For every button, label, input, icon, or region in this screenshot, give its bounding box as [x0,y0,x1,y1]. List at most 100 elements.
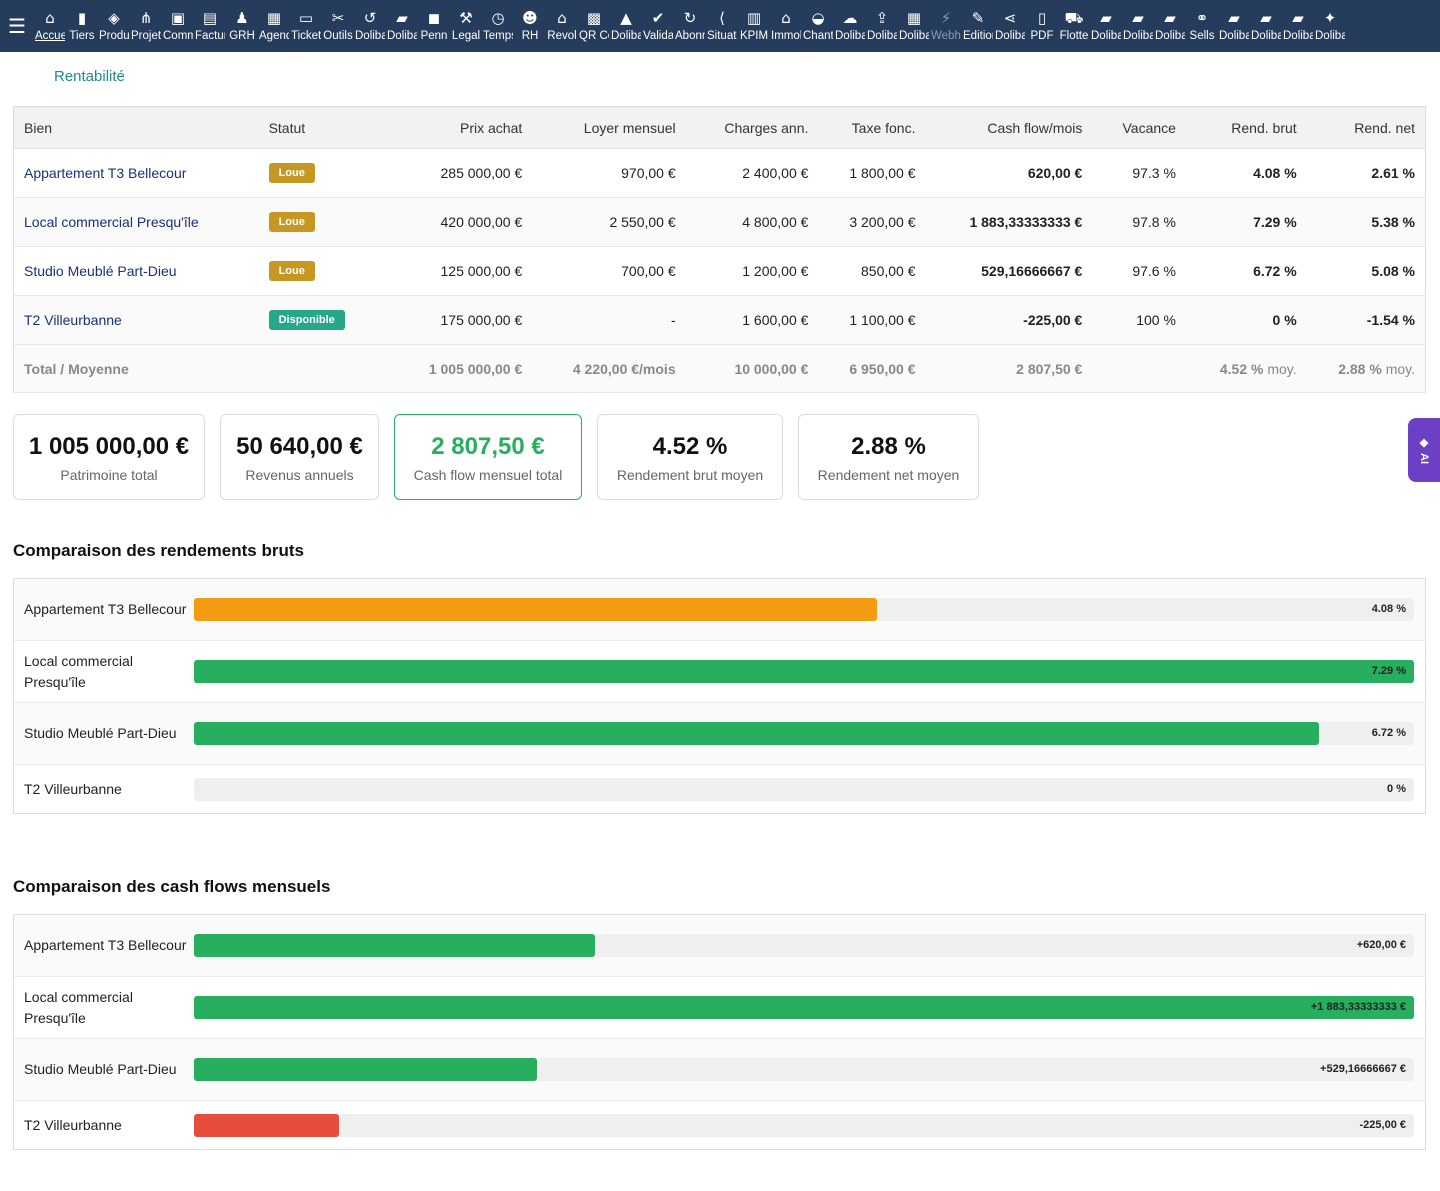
col-header-charges[interactable]: Charges ann. [685,106,819,149]
bar-track: -225,00 € [194,1113,1414,1137]
tab-rentabilite[interactable]: Rentabilité [54,68,125,85]
bar-row: Studio Meublé Part-Dieu +529,16666667 € [14,1039,1425,1101]
menu-label: Dolibarr [899,30,929,42]
menu-item-27[interactable]: ▦ Dolibarr [898,0,930,52]
bar-value: 6.72 % [1371,727,1406,739]
cell-statut: Loue [258,148,379,198]
hamburger-menu-icon[interactable]: ☰ [8,15,26,38]
rendements-bar-chart: Appartement T3 Bellecour 4.08 % Local comm… [13,578,1426,814]
property-link[interactable]: Appartement T3 Bellecour [24,165,187,181]
menu-item-17[interactable]: ▩ QR Code [578,0,610,52]
menu-item-12[interactable]: ◼ Penn [418,0,450,52]
col-header-statut[interactable]: Statut [258,106,379,149]
menu-item-33[interactable]: ▰ Dolibarr [1090,0,1122,52]
col-header-cashflow[interactable]: Cash flow/mois [925,106,1093,149]
menu-item-0[interactable]: ⌂ Accueil [34,0,66,52]
menu-item-38[interactable]: ▰ Dolibarr [1250,0,1282,52]
col-header-bien[interactable]: Bien [13,106,259,149]
menu-item-25[interactable]: ☁ Dolibarr [834,0,866,52]
menu-icon: ▦ [906,9,922,27]
table-row: Appartement T3 Bellecour Loue 285 000,00… [13,148,1426,198]
bar-value: 4.08 % [1371,603,1406,615]
menu-item-13[interactable]: ⚒ Legal [450,0,482,52]
menu-item-35[interactable]: ▰ Dolibarr [1154,0,1186,52]
menu-item-18[interactable]: ▲ Dolibarr [610,0,642,52]
menu-item-7[interactable]: ▦ Agenda [258,0,290,52]
menu-label: Immobilier [771,30,801,42]
menu-item-29[interactable]: ✎ Edition [962,0,994,52]
menu-item-31[interactable]: ▯ PDF [1026,0,1058,52]
menu-item-22[interactable]: ▥ KPIM [738,0,770,52]
menu-label: Dolibarr [1283,30,1313,42]
menu-item-3[interactable]: ⋔ Projets [130,0,162,52]
menu-item-21[interactable]: ⟨ Situation [706,0,738,52]
menu-icon: ☁ [842,9,858,27]
card-label: Rendement brut moyen [616,467,764,483]
menu-item-37[interactable]: ▰ Dolibarr [1218,0,1250,52]
col-header-rend-brut[interactable]: Rend. brut [1185,106,1307,149]
menu-item-39[interactable]: ▰ Dolibarr [1282,0,1314,52]
card-cash-flow-mensuel: 2 807,50 € Cash flow mensuel total [394,414,582,500]
cell-statut: Loue [258,246,379,296]
card-label: Revenus annuels [245,467,354,483]
menu-item-23[interactable]: ⌂ Immobilier [770,0,802,52]
cell-taxe: 1 100,00 € [818,295,926,345]
cell-statut: Loue [258,197,379,247]
menu-item-20[interactable]: ↻ Abonnements [674,0,706,52]
cell-loyer: 700,00 € [532,246,686,296]
menu-item-24[interactable]: ◒ Chantier [802,0,834,52]
menu-icon: ♟ [235,9,249,27]
total-label: Total / Moyenne [13,344,259,393]
total-rend-brut: 4.52 % moy. [1185,344,1307,393]
bar-label: Studio Meublé Part-Dieu [24,725,177,741]
menu-item-36[interactable]: ⚭ Sells [1186,0,1218,52]
menu-item-19[interactable]: ✔ Validation [642,0,674,52]
menu-item-30[interactable]: ⋖ Dolibarr [994,0,1026,52]
cell-cashflow: 620,00 € [925,148,1093,198]
menu-item-32[interactable]: ⛟ Flotte [1058,0,1090,52]
menu-item-8[interactable]: ▭ Tickets [290,0,322,52]
col-header-loyer-mensuel[interactable]: Loyer mensuel [532,106,686,149]
menu-label: Dolibarr [835,30,865,42]
menu-item-40[interactable]: ✦ Dolibarr [1314,0,1346,52]
menu-icon: ⌂ [557,9,567,27]
menu-item-4[interactable]: ▣ Commercial [162,0,194,52]
menu-item-1[interactable]: ▮ Tiers [66,0,98,52]
menu-item-2[interactable]: ◈ Produits [98,0,130,52]
menu-icon: ✔ [651,9,665,27]
col-header-taxe[interactable]: Taxe fonc. [818,106,926,149]
menu-item-5[interactable]: ▤ Facturation [194,0,226,52]
col-header-vacance[interactable]: Vacance [1092,106,1186,149]
menu-icon: ◈ [108,9,120,27]
bar-row: T2 Villeurbanne 0 % [14,765,1425,813]
total-taxe: 6 950,00 € [818,344,926,393]
total-loyer: 4 220,00 €/mois [532,344,686,393]
menu-item-11[interactable]: ▰ Dolibarr [386,0,418,52]
menu-item-34[interactable]: ▰ Dolibarr [1122,0,1154,52]
menu-icon: ▲ [620,9,632,27]
col-header-rend-net[interactable]: Rend. net [1306,106,1426,149]
bar-row: T2 Villeurbanne -225,00 € [14,1101,1425,1149]
menu-item-28[interactable]: ⚡ Webhook [930,0,962,52]
menu-label: Edition [963,30,993,42]
bar-row: Local commercial Presqu'île 7.29 % [14,641,1425,703]
cell-taxe: 1 800,00 € [818,148,926,198]
property-link[interactable]: Local commercial Presqu'île [24,214,199,230]
bar-label: Studio Meublé Part-Dieu [24,1061,177,1077]
menu-item-15[interactable]: ☻ RH [514,0,546,52]
menu-icon: ▰ [1164,9,1176,27]
menu-icon: ▤ [202,9,218,27]
ai-assistant-tab[interactable]: ◆ AI [1408,418,1440,482]
cell-rend-brut: 0 % [1185,295,1307,345]
menu-label: Temps [483,30,513,42]
menu-item-26[interactable]: ⇪ Dolibarr [866,0,898,52]
menu-item-9[interactable]: ✂ Outils [322,0,354,52]
menu-item-10[interactable]: ↺ Dolibarr [354,0,386,52]
property-link[interactable]: T2 Villeurbanne [24,312,122,328]
menu-item-6[interactable]: ♟ GRH [226,0,258,52]
property-link[interactable]: Studio Meublé Part-Dieu [24,263,177,279]
menu-item-16[interactable]: ⌂ Revol [546,0,578,52]
menu-item-14[interactable]: ◷ Temps [482,0,514,52]
menu-icon: ⚡ [940,9,952,27]
col-header-prix-achat[interactable]: Prix achat [378,106,533,149]
